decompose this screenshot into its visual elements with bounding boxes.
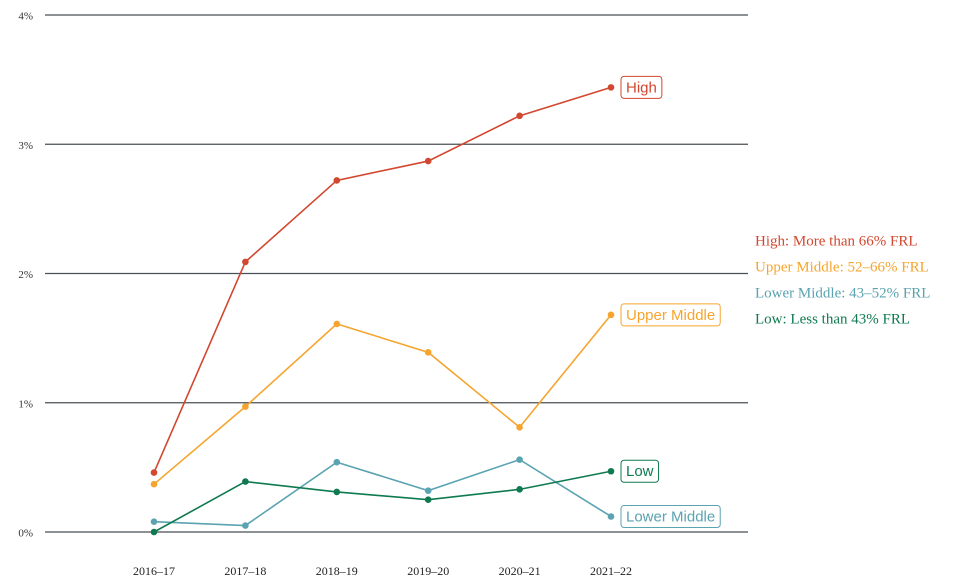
data-point [242,522,249,529]
data-point [516,456,523,463]
legend-note: Low: Less than 43% FRL [755,311,910,327]
data-point [424,496,432,503]
x-tick-label: 2020–21 [499,564,541,578]
series-line [153,314,612,485]
series-label: Lower Middle [626,508,715,525]
y-tick-label: 2% [18,269,33,281]
series-label: High [626,79,657,96]
x-tick-label: 2019–20 [407,564,449,578]
data-point [242,478,249,485]
data-point [424,157,432,165]
data-point [242,403,249,410]
x-tick-label: 2021–22 [590,564,632,578]
series-line [153,86,612,473]
data-point [424,487,432,494]
series-label-box [620,303,721,327]
data-point [150,528,158,536]
y-tick-label: 1% [18,398,33,410]
data-point [607,467,615,475]
data-point [242,258,249,266]
data-point [333,177,341,184]
y-tick-label: 4% [18,11,33,23]
data-point [333,458,341,466]
y-tick-label: 0% [18,528,33,540]
data-point [150,480,158,488]
x-tick-label: 2016–17 [133,564,175,578]
legend-note: Lower Middle: 43–52% FRL [755,285,930,301]
data-point [516,486,523,493]
x-tick-label: 2018–19 [316,564,358,578]
series-label-box [620,459,660,483]
data-point [333,488,341,496]
series-label-box [620,504,721,528]
data-point [607,311,615,319]
legend-note: Upper Middle: 52–66% FRL [755,259,929,275]
data-point [516,424,523,431]
series-label-box [620,75,663,99]
data-point [150,469,158,476]
data-point [150,518,158,525]
data-point [424,349,432,356]
series-line [153,458,612,527]
data-point [607,513,615,520]
data-point [607,84,615,91]
x-tick-label: 2017–18 [224,564,266,578]
series-label: Upper Middle [626,307,715,324]
data-point [333,320,341,328]
legend-note: High: More than 66% FRL [755,233,918,249]
data-point [516,112,523,120]
series-line [153,470,612,533]
series-label: Low [626,463,654,480]
y-tick-label: 3% [18,140,33,152]
